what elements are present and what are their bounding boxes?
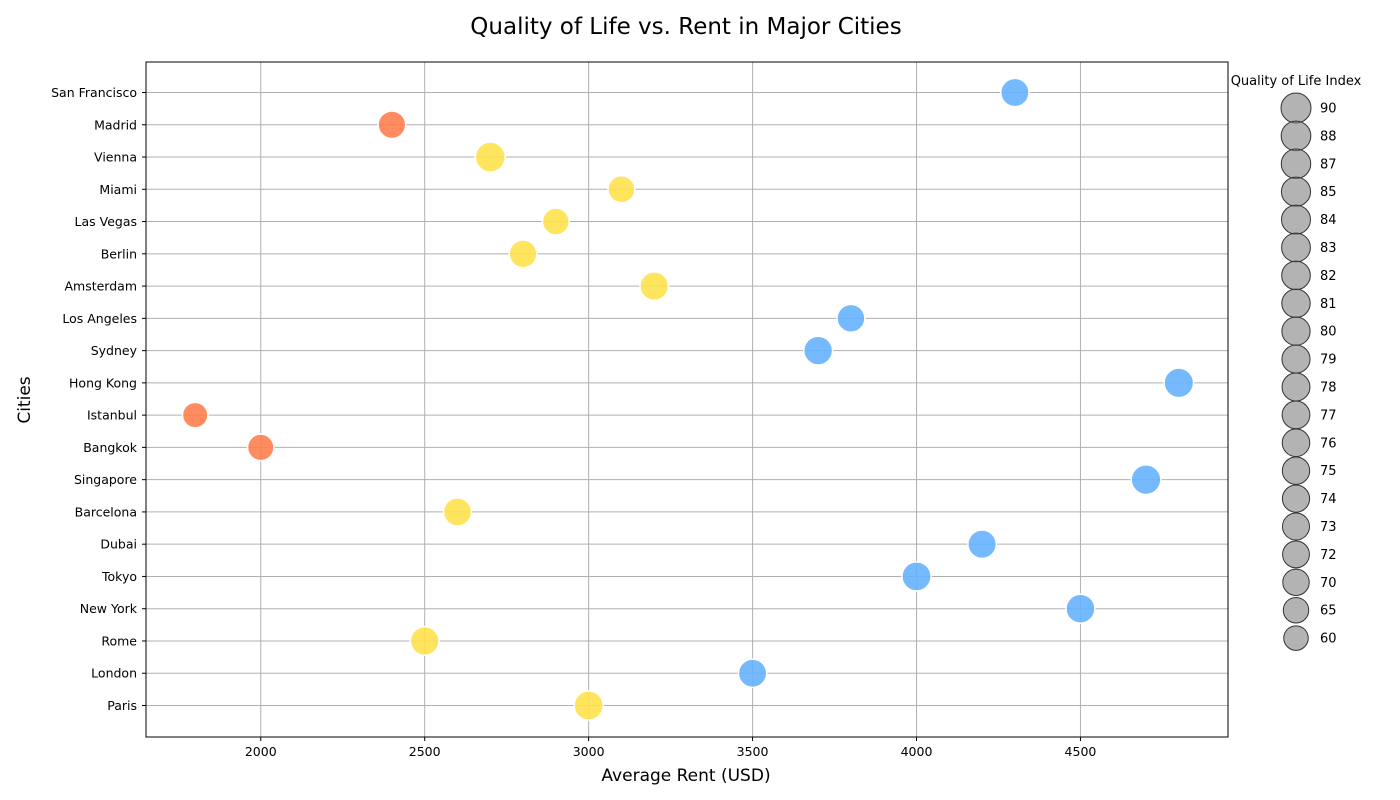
point-singapore bbox=[1130, 464, 1162, 496]
y-tick-label: Vienna bbox=[94, 150, 137, 165]
point-sydney bbox=[802, 335, 834, 366]
point-paris bbox=[573, 690, 604, 721]
legend-label: 75 bbox=[1320, 464, 1337, 479]
legend-label: 70 bbox=[1320, 576, 1337, 591]
y-tick-label: Tokyo bbox=[101, 569, 137, 584]
point-madrid bbox=[377, 110, 407, 140]
x-axis-title: Average Rent (USD) bbox=[601, 766, 770, 786]
y-tick-label: Singapore bbox=[74, 472, 137, 487]
y-tick-label: Istanbul bbox=[87, 408, 137, 423]
legend-marker bbox=[1283, 625, 1309, 651]
legend-label: 72 bbox=[1320, 548, 1337, 563]
point-barcelona bbox=[442, 497, 473, 527]
x-tick-label: 2500 bbox=[409, 744, 441, 759]
point-bangkok bbox=[246, 433, 275, 462]
legend-marker bbox=[1281, 316, 1311, 346]
y-tick-label: Bangkok bbox=[83, 440, 138, 455]
legend-label: 78 bbox=[1320, 381, 1337, 396]
legend-marker bbox=[1281, 512, 1311, 541]
legend-marker bbox=[1281, 260, 1311, 291]
legend-marker bbox=[1281, 428, 1311, 458]
legend-marker bbox=[1280, 120, 1312, 152]
y-tick-label: Sydney bbox=[91, 343, 138, 358]
legend-marker bbox=[1282, 568, 1310, 597]
legend-label: 88 bbox=[1320, 129, 1337, 144]
x-tick-label: 3000 bbox=[573, 744, 605, 759]
y-tick-label: Hong Kong bbox=[69, 375, 137, 390]
x-tick-label: 3500 bbox=[737, 744, 769, 759]
legend-marker bbox=[1281, 372, 1311, 402]
plot-frame bbox=[145, 61, 1229, 738]
point-dubai bbox=[967, 529, 998, 560]
x-tick-label: 4500 bbox=[1065, 744, 1097, 759]
legend-label: 73 bbox=[1320, 520, 1337, 535]
y-axis-title: Cities bbox=[15, 376, 35, 423]
y-tick-label: London bbox=[91, 666, 137, 681]
legend-marker bbox=[1281, 204, 1311, 235]
y-tick-label: Dubai bbox=[100, 537, 137, 552]
y-axis-ticks: Paris London Rome New York Tokyo Dubai Barcelo… bbox=[51, 85, 146, 713]
legend-marker bbox=[1282, 540, 1310, 569]
y-tick-label: Los Angeles bbox=[62, 311, 137, 326]
legend-label: 85 bbox=[1320, 185, 1337, 200]
y-tick-label: San Francisco bbox=[51, 85, 137, 100]
point-los-angeles bbox=[836, 303, 866, 334]
legend-label: 84 bbox=[1320, 213, 1337, 228]
legend-label: 83 bbox=[1320, 241, 1337, 256]
point-new-york bbox=[1065, 593, 1096, 624]
legend-label: 81 bbox=[1320, 297, 1337, 312]
point-vienna bbox=[474, 141, 507, 173]
legend-marker bbox=[1280, 148, 1312, 180]
point-amsterdam bbox=[639, 271, 670, 302]
legend-label: 87 bbox=[1320, 157, 1337, 172]
legend-marker bbox=[1280, 92, 1312, 124]
legend-label: 77 bbox=[1320, 408, 1337, 423]
y-tick-label: Barcelona bbox=[75, 504, 137, 519]
legend-label: 79 bbox=[1320, 353, 1337, 368]
grid bbox=[146, 62, 1228, 737]
x-tick-label: 2000 bbox=[245, 744, 277, 759]
legend-label: 82 bbox=[1320, 269, 1337, 284]
legend-marker bbox=[1282, 596, 1310, 624]
legend-marker bbox=[1280, 176, 1312, 207]
legend-marker bbox=[1281, 484, 1311, 513]
legend-marker bbox=[1281, 456, 1311, 485]
x-axis-ticks: 2000 2500 3000 3500 4000 4500 bbox=[245, 737, 1097, 759]
chart-title: Quality of Life vs. Rent in Major Cities bbox=[470, 14, 901, 40]
y-tick-label: Las Vegas bbox=[75, 214, 138, 229]
point-rome bbox=[409, 625, 440, 657]
legend-marker bbox=[1281, 232, 1311, 263]
y-tick-label: Madrid bbox=[94, 117, 137, 132]
x-tick-label: 4000 bbox=[901, 744, 933, 759]
legend-label: 76 bbox=[1320, 436, 1337, 451]
point-istanbul bbox=[181, 401, 209, 429]
legend-label: 74 bbox=[1320, 492, 1337, 507]
y-tick-label: Berlin bbox=[101, 246, 137, 261]
data-points bbox=[181, 77, 1195, 721]
y-tick-label: Miami bbox=[99, 182, 137, 197]
legend-label: 65 bbox=[1320, 604, 1337, 619]
point-las-vegas bbox=[541, 207, 571, 236]
point-san-francisco bbox=[999, 77, 1030, 108]
point-london bbox=[737, 658, 768, 689]
y-tick-label: New York bbox=[80, 601, 138, 616]
point-berlin bbox=[508, 239, 538, 269]
legend-title: Quality of Life Index bbox=[1231, 74, 1362, 89]
legend-marker bbox=[1281, 288, 1311, 319]
y-tick-label: Amsterdam bbox=[64, 279, 137, 294]
legend-label: 90 bbox=[1320, 102, 1337, 117]
y-tick-label: Paris bbox=[107, 698, 137, 713]
point-miami bbox=[607, 175, 636, 204]
y-tick-label: Rome bbox=[101, 633, 137, 648]
legend-label: 60 bbox=[1320, 632, 1337, 647]
legend-marker bbox=[1281, 400, 1311, 430]
legend-marker bbox=[1281, 344, 1311, 374]
point-tokyo bbox=[901, 561, 932, 592]
legend: 90 88 87 85 84 83 82 81 80 79 78 77 76 75 74 73 72 70 65 60 bbox=[1280, 92, 1337, 651]
legend-label: 80 bbox=[1320, 325, 1337, 340]
point-hong-kong bbox=[1163, 367, 1195, 399]
